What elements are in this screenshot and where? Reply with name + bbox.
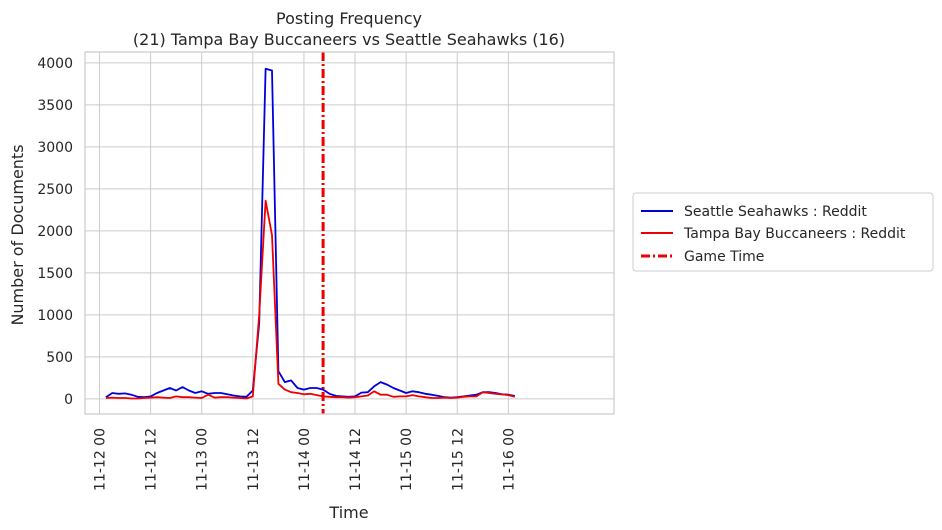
buccaneers-reddit-line — [105, 199, 516, 400]
grid-layer — [85, 52, 614, 414]
y-tick-label: 1500 — [37, 266, 73, 282]
plot-area-frame — [84, 51, 615, 415]
legend-label-seahawks: Seattle Seahawks : Reddit — [684, 204, 867, 220]
legend-box — [632, 192, 934, 272]
seahawks-reddit-line — [105, 67, 515, 399]
x-tick-label: 11-16 00 — [501, 428, 517, 491]
y-axis-label: Number of Documents — [8, 144, 27, 325]
series-layer — [105, 67, 516, 400]
y-tick-label: 3500 — [37, 98, 73, 114]
x-tick-label: 11-12 12 — [144, 428, 160, 491]
y-tick-label: 2500 — [37, 182, 73, 198]
x-tick-label: 11-14 00 — [297, 428, 313, 491]
x-tick-labels: 11-12 00 11-12 12 11-13 00 11-13 12 11-14 00… — [92, 428, 517, 491]
x-axis-label: Time — [328, 503, 368, 522]
x-tick-label: 11-13 12 — [246, 428, 262, 491]
legend-label-game-time: Game Time — [684, 249, 764, 265]
x-tick-label: 11-14 12 — [348, 428, 364, 491]
y-tick-label: 0 — [64, 392, 73, 408]
legend: Seattle Seahawks : Reddit Tampa Bay Bucc… — [632, 192, 934, 272]
y-tick-label: 500 — [46, 350, 73, 366]
y-tick-label: 4000 — [37, 56, 73, 72]
y-tick-labels: 0 500 1000 1500 2000 2500 3000 3500 4000 — [37, 56, 73, 408]
y-tick-label: 3000 — [37, 140, 73, 156]
chart-title: Posting Frequency — [276, 9, 422, 28]
x-tick-label: 11-13 00 — [195, 428, 211, 491]
x-tick-label: 11-12 00 — [92, 428, 108, 491]
legend-label-buccaneers: Tampa Bay Buccaneers : Reddit — [683, 226, 906, 242]
y-tick-label: 1000 — [37, 308, 73, 324]
y-tick-label: 2000 — [37, 224, 73, 240]
x-tick-label: 11-15 12 — [450, 428, 466, 491]
x-tick-label: 11-15 00 — [399, 428, 415, 491]
chart-subtitle: (21) Tampa Bay Buccaneers vs Seattle Sea… — [133, 30, 565, 49]
